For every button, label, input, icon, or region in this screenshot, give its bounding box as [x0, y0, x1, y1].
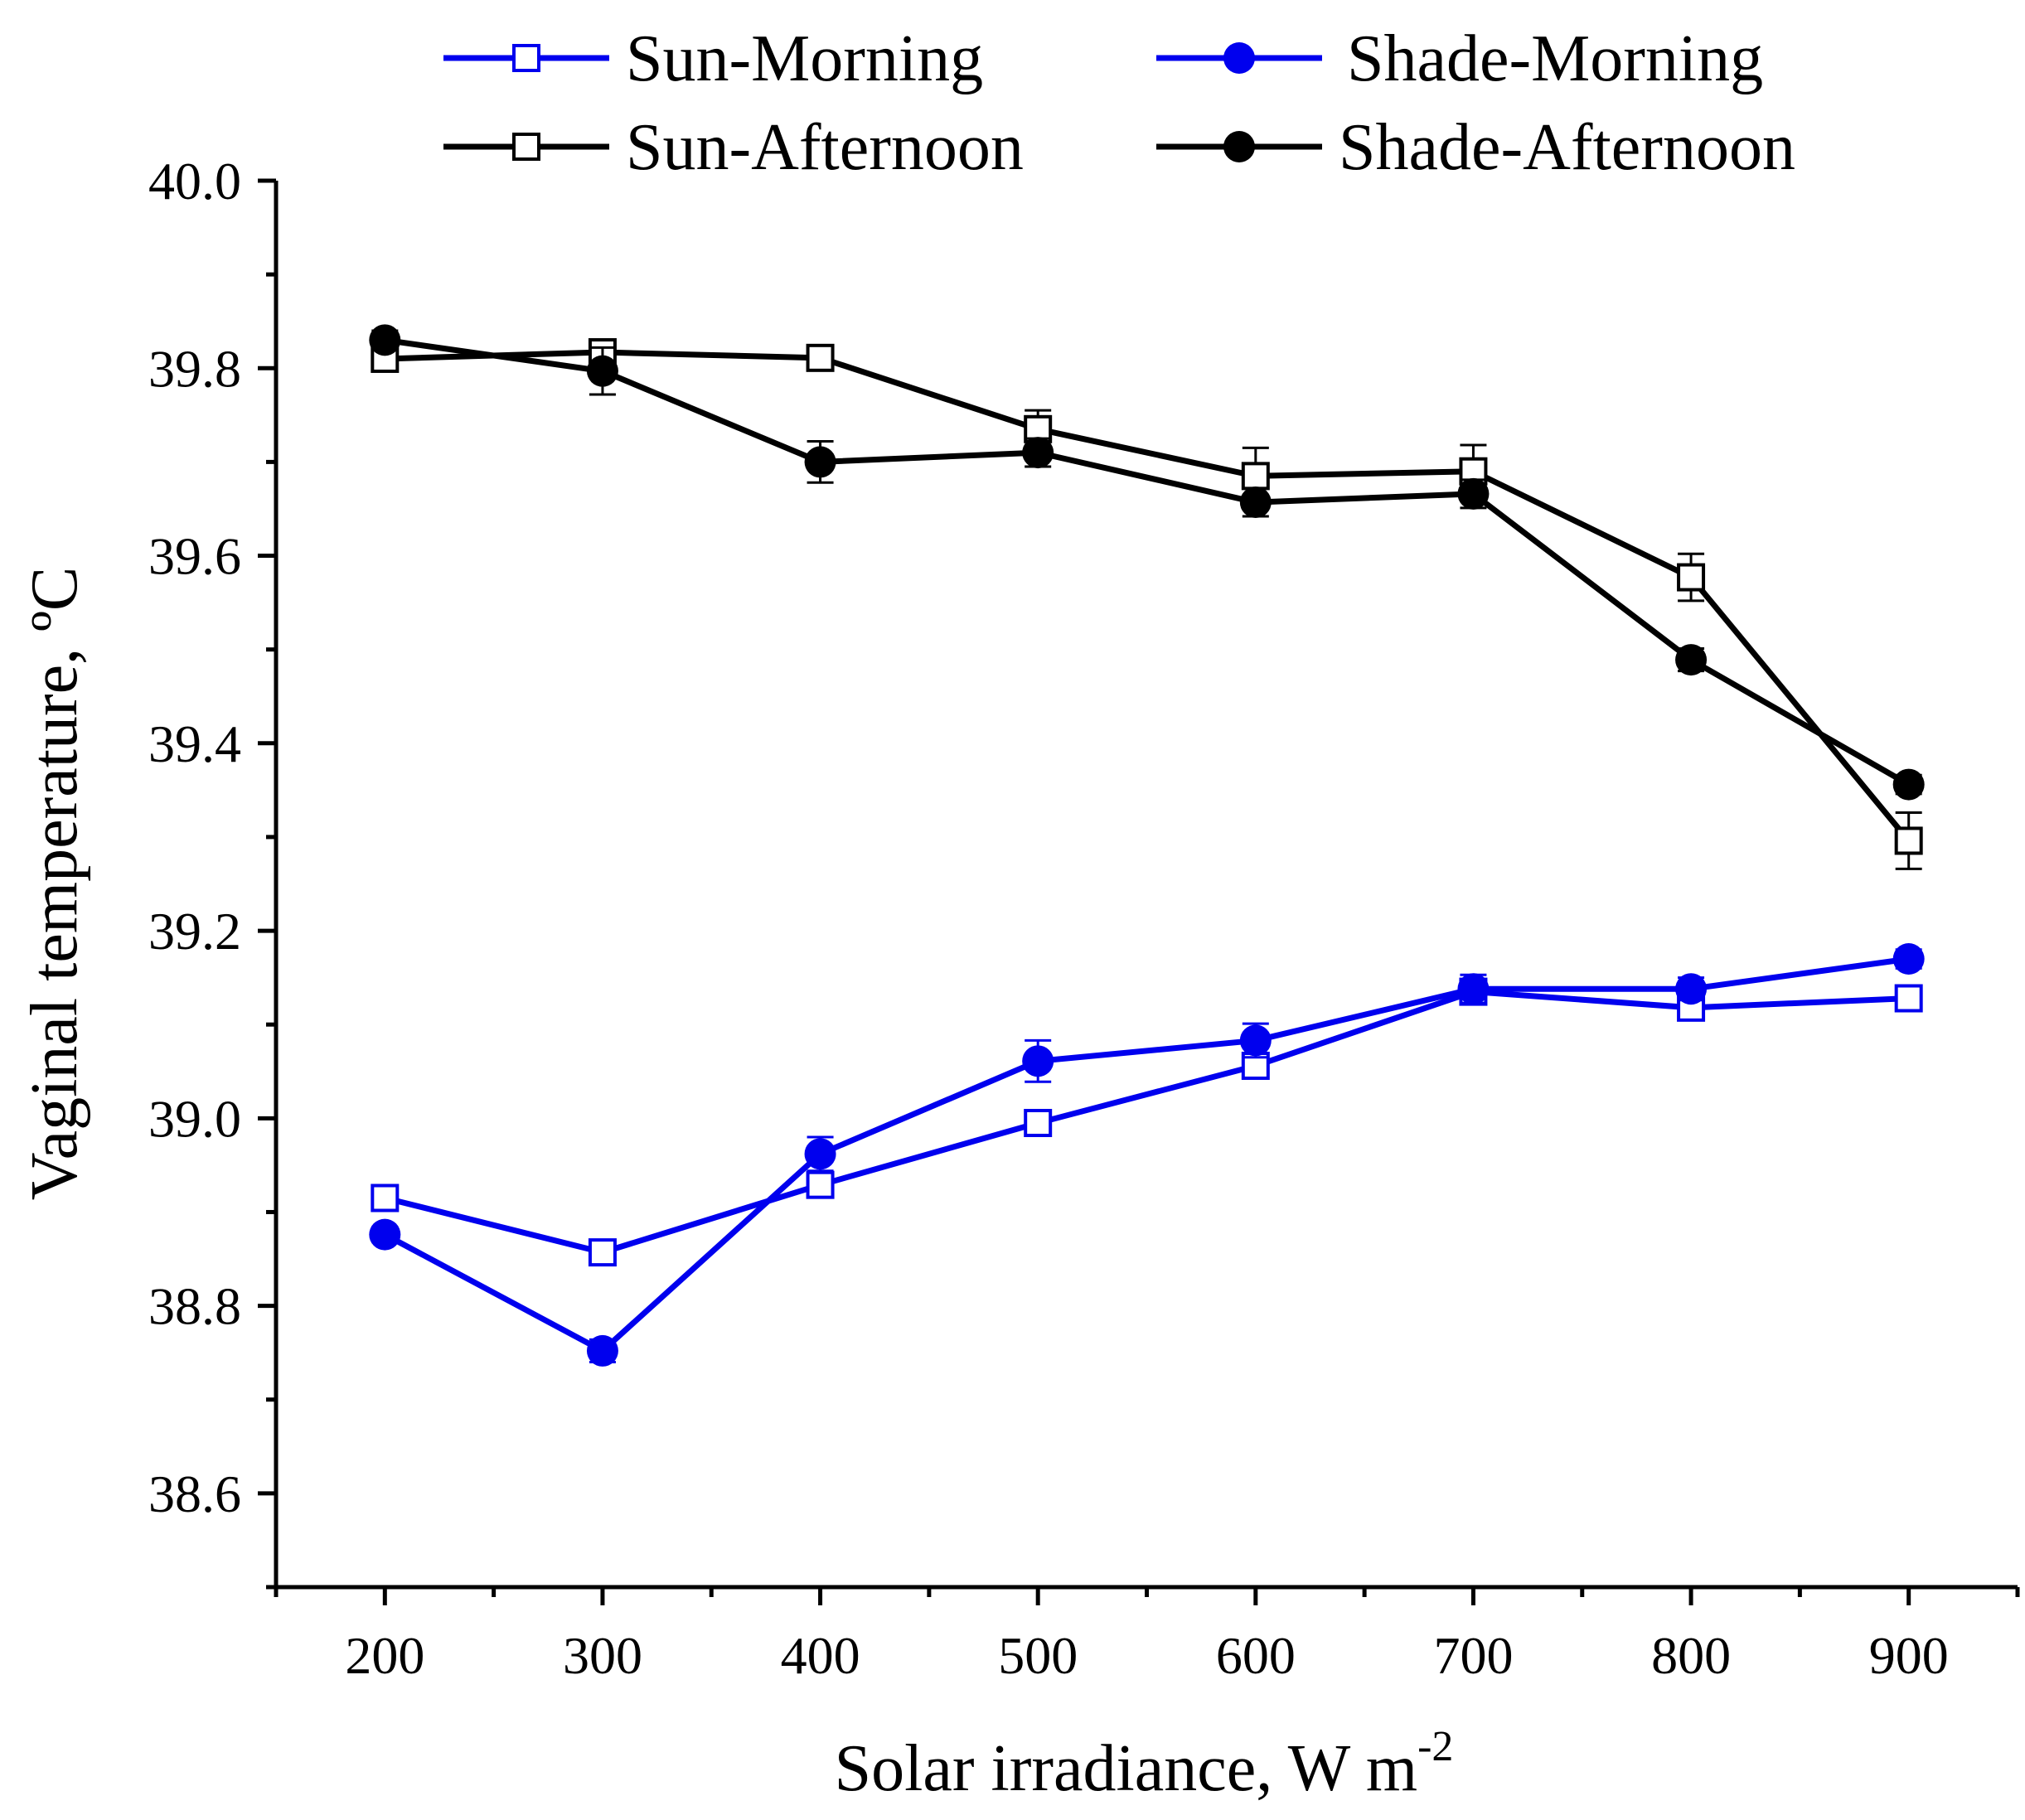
legend-item-shade-morning: Shade-Morning	[1156, 22, 1763, 95]
y-axis-title: Vaginal temperature, ºC	[18, 567, 91, 1201]
data-point	[586, 355, 618, 387]
legend-marker	[512, 133, 540, 161]
series-line	[384, 336, 1911, 787]
series-line	[384, 989, 1909, 1256]
x-axis-title-superscript: -2	[1417, 1723, 1453, 1770]
legend-label: Shade-Afternoon	[1339, 111, 1795, 184]
data-point	[588, 1238, 617, 1267]
data-point	[1894, 984, 1923, 1013]
y-tick-label: 39.0	[148, 1089, 241, 1148]
data-point	[1022, 437, 1054, 469]
data-point	[804, 1138, 836, 1170]
x-tick-label: 900	[1869, 1626, 1949, 1685]
legend-item-sun-afternoon: Sun-Afternoon	[443, 111, 1024, 184]
legend-label: Sun-Morning	[626, 22, 983, 95]
y-tick-label: 39.4	[148, 714, 241, 773]
legend-marker	[1223, 131, 1255, 162]
data-point	[806, 343, 835, 372]
x-axis-title: Solar irradiance, W m-2	[835, 1723, 1454, 1805]
x-tick-label: 500	[998, 1626, 1078, 1685]
data-point	[1894, 826, 1923, 855]
data-point	[1675, 973, 1708, 1005]
series-line	[383, 956, 1910, 1354]
data-point	[1239, 1024, 1272, 1057]
series-shade-morning	[369, 943, 1925, 1367]
data-point	[1892, 768, 1925, 801]
x-tick-label: 700	[1433, 1626, 1513, 1685]
x-tick-label: 300	[563, 1626, 642, 1685]
x-tick-label: 400	[781, 1626, 860, 1685]
legend-marker	[512, 44, 540, 72]
legend-label: Sun-Afternoon	[626, 111, 1024, 184]
data-point	[369, 324, 401, 356]
x-tick-label: 200	[345, 1626, 424, 1685]
data-point	[1892, 943, 1925, 975]
y-tick-label: 38.6	[148, 1464, 241, 1523]
data-point	[586, 1334, 618, 1367]
series-line	[385, 349, 1911, 843]
y-tick-label: 39.6	[148, 527, 241, 586]
data-point	[369, 1218, 401, 1251]
series-layer	[369, 324, 1925, 1367]
data-point	[804, 446, 836, 478]
data-point	[1457, 477, 1490, 510]
data-point	[1024, 1108, 1053, 1137]
ticks: 200 300 400 500 600 700 800 900 38.6 38.8 39.0 39.2…	[148, 152, 2020, 1685]
legend-label: Shade-Morning	[1347, 22, 1763, 95]
legend: Sun-Morning Shade-Morning Sun-Afternoon Sha…	[443, 22, 1795, 184]
series-shade-afternoon	[369, 324, 1925, 801]
data-point	[1022, 1045, 1054, 1077]
data-point	[806, 1170, 835, 1199]
data-point	[1675, 644, 1708, 676]
y-tick-label: 40.0	[148, 152, 241, 211]
x-tick-label: 600	[1216, 1626, 1296, 1685]
y-tick-label: 39.8	[148, 339, 241, 398]
data-point	[1677, 563, 1706, 592]
data-point	[371, 1183, 400, 1213]
y-tick-label: 39.2	[148, 902, 241, 961]
legend-item-shade-afternoon: Shade-Afternoon	[1156, 111, 1795, 184]
data-point	[1239, 486, 1272, 519]
legend-marker	[1223, 42, 1255, 74]
data-point	[1241, 462, 1270, 491]
data-point	[1457, 973, 1490, 1005]
x-tick-label: 800	[1651, 1626, 1731, 1685]
legend-item-sun-morning: Sun-Morning	[443, 22, 983, 95]
y-tick-label: 38.8	[148, 1277, 241, 1336]
